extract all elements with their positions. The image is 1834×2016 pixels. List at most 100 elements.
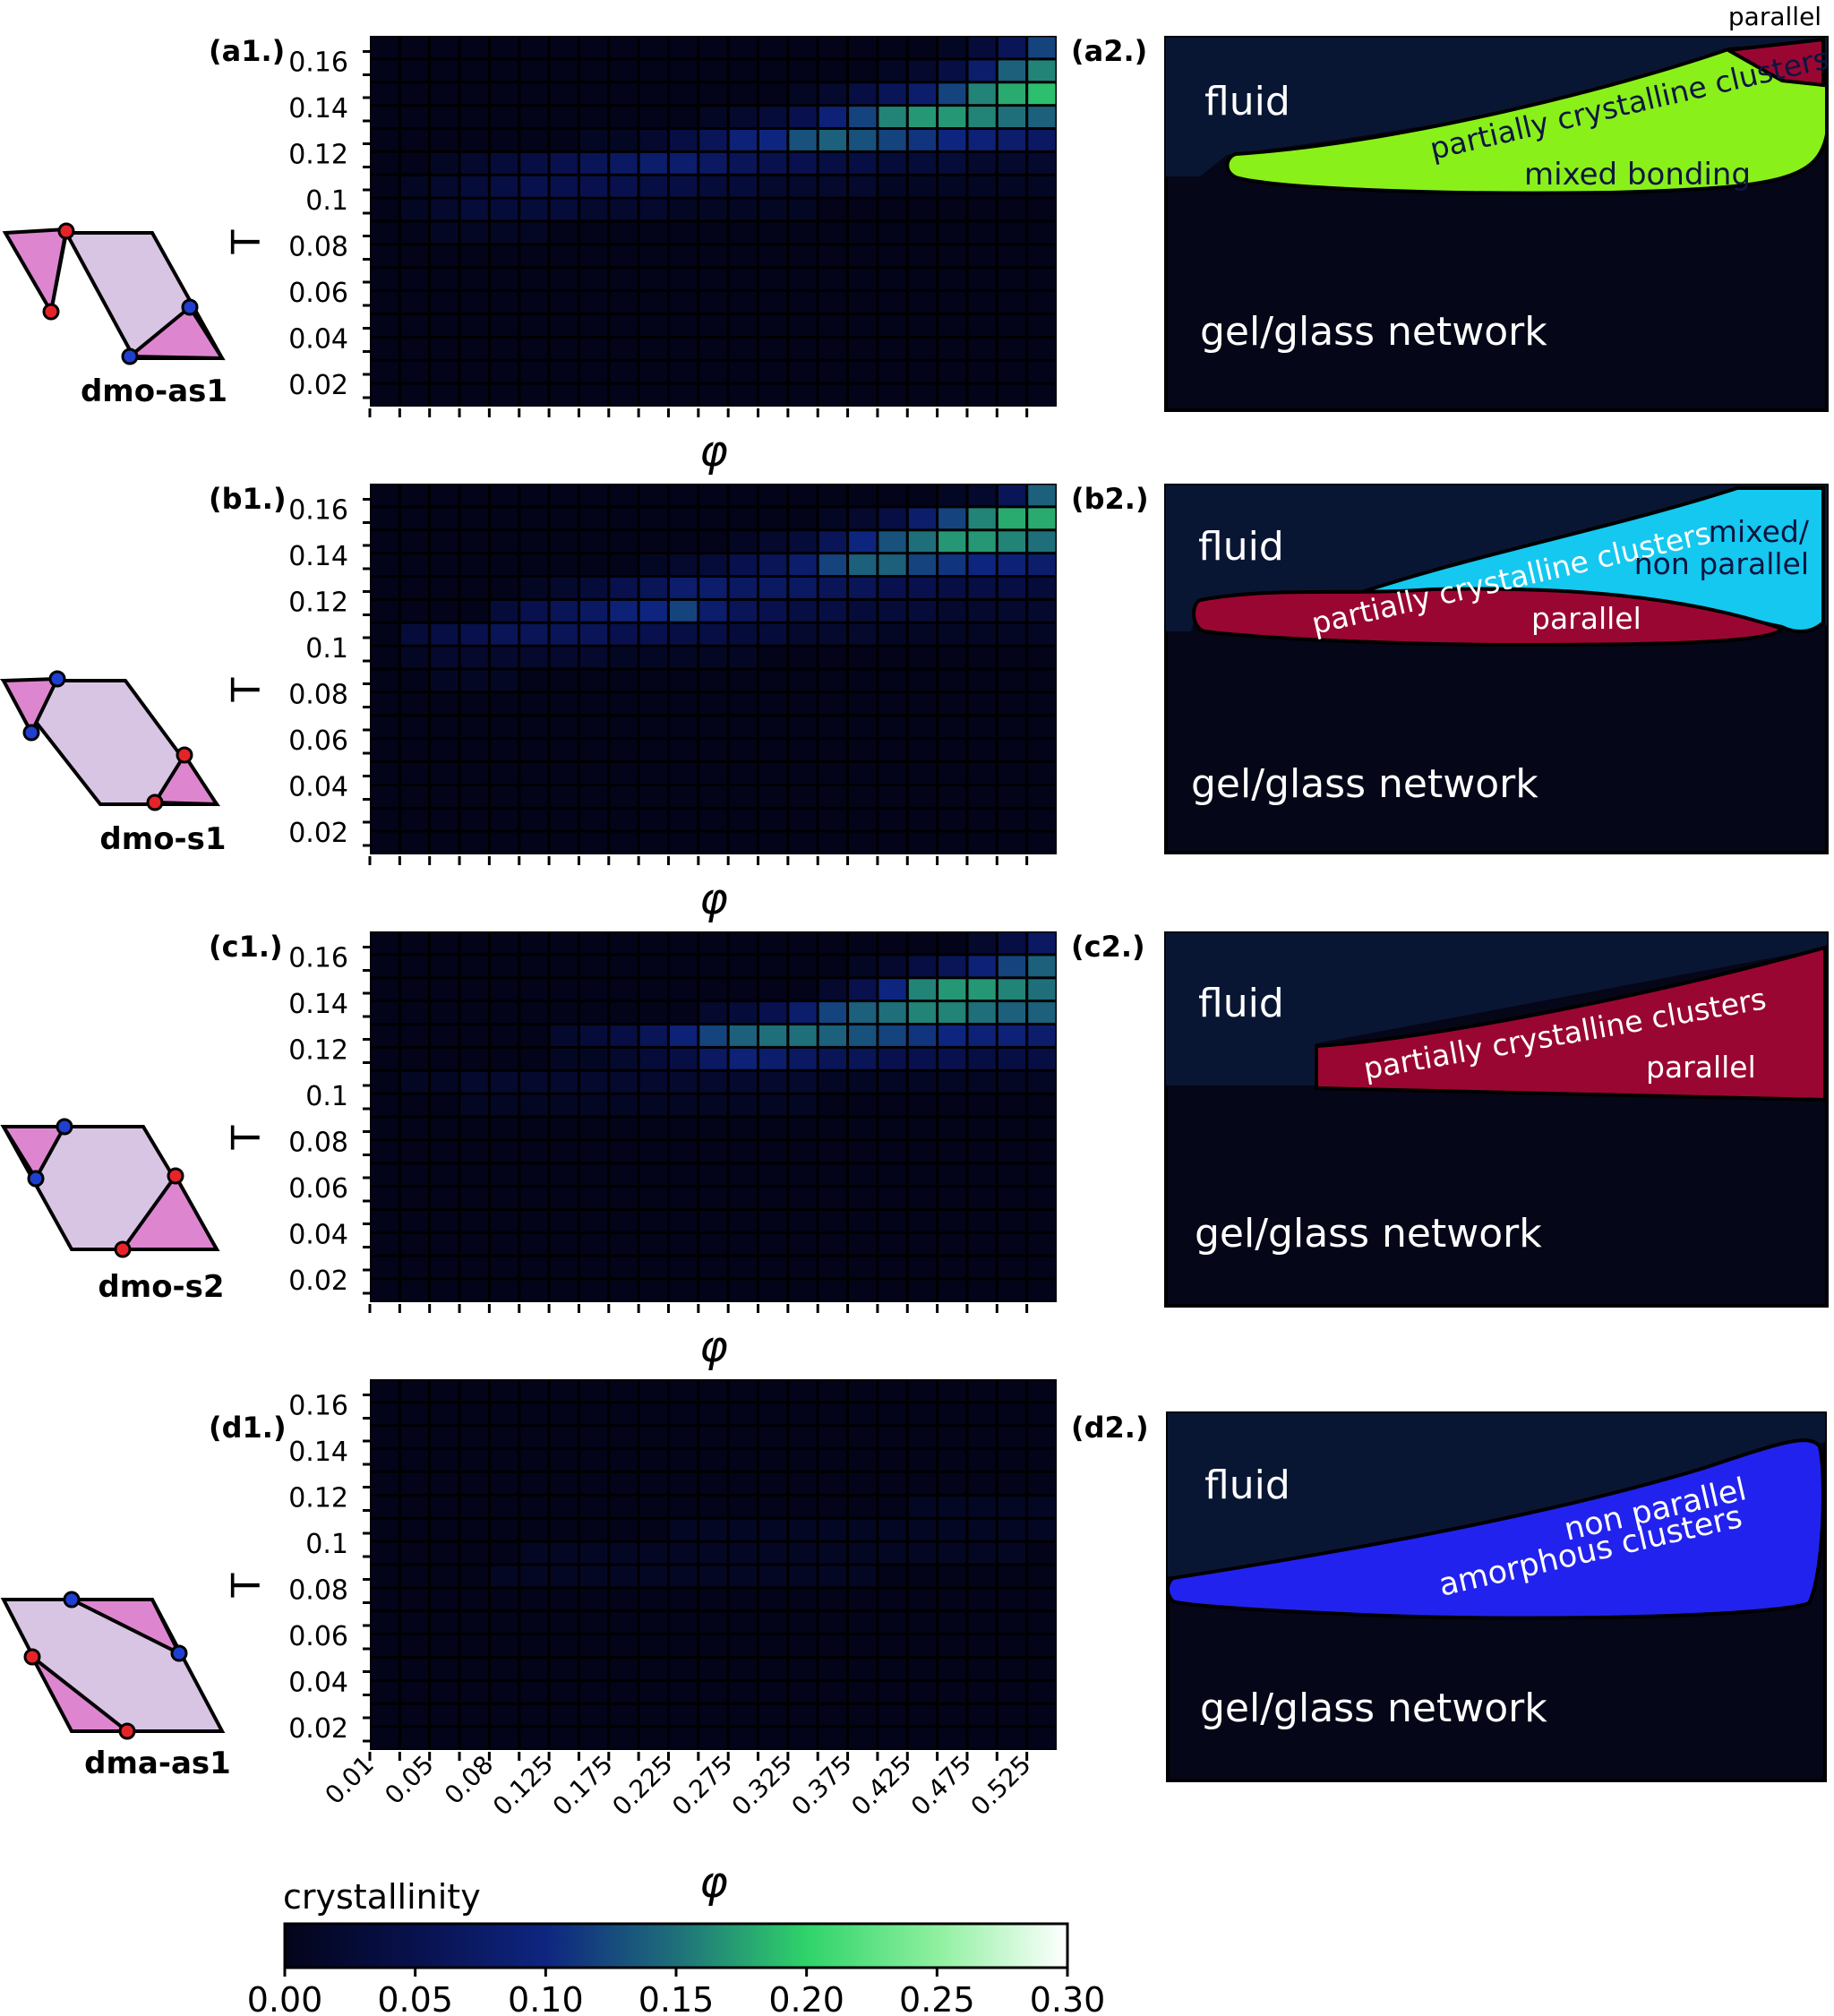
heatmap-cell	[818, 716, 846, 738]
heatmap-cell	[460, 83, 488, 105]
heatmap-cell	[460, 1188, 488, 1208]
heatmap-cell	[610, 1542, 638, 1564]
heatmap-cell	[431, 1659, 458, 1679]
heatmap-cell	[490, 485, 518, 506]
heatmap-cell	[431, 222, 458, 244]
heatmap-cell	[579, 485, 608, 506]
heatmap-cell	[938, 152, 966, 174]
heatmap-cell	[639, 384, 667, 406]
heatmap-cell	[431, 1728, 458, 1749]
heatmap-cell	[490, 763, 518, 784]
y-tick-label: 0.12	[288, 140, 348, 171]
heatmap-cell	[639, 716, 667, 738]
heatmap-cell	[938, 130, 966, 150]
heatmap-cell	[400, 222, 429, 244]
y-tick-label: 0.1	[305, 1529, 348, 1560]
heatmap-cell	[729, 1496, 757, 1517]
heatmap-cell	[400, 716, 429, 738]
heatmap-cell	[938, 1635, 966, 1656]
heatmap-cell	[610, 60, 638, 81]
heatmap-cell	[400, 1542, 429, 1564]
heatmap-cell	[639, 1681, 667, 1703]
heatmap-cell	[789, 83, 817, 105]
heatmap-cell	[938, 1164, 966, 1186]
heatmap-cell	[490, 384, 518, 406]
heatmap-cell	[490, 1025, 518, 1046]
heatmap-panel-label: (c1.)	[209, 930, 283, 964]
parallel-label: parallel	[1646, 1050, 1756, 1085]
heatmap-cell	[938, 269, 966, 290]
heatmap-cell	[908, 1473, 937, 1494]
heatmap-cell	[849, 1048, 877, 1069]
heatmap-cell	[431, 1566, 458, 1587]
heatmap-cell	[371, 600, 399, 622]
heatmap-cell	[699, 623, 727, 645]
heatmap-cell	[490, 1211, 518, 1231]
heatmap-cell	[610, 1141, 638, 1162]
heatmap-cell	[908, 37, 937, 58]
heatmap-cell	[729, 60, 757, 81]
heatmap-cell	[699, 1280, 727, 1301]
heatmap-cell	[610, 809, 638, 830]
heatmap-cell	[938, 979, 966, 1000]
heatmap-cell	[371, 956, 399, 977]
heatmap-cell	[759, 600, 787, 622]
heatmap-cell	[938, 956, 966, 977]
heatmap-cell	[849, 1427, 877, 1448]
heatmap-cell	[1028, 763, 1056, 784]
heatmap-cell	[490, 508, 518, 529]
heatmap-cell	[371, 531, 399, 553]
heatmap-cell	[610, 1704, 638, 1726]
heatmap-cell	[878, 130, 906, 150]
heatmap-cell	[849, 647, 877, 668]
heatmap-cell	[789, 1280, 817, 1301]
heatmap-panel-label: (d1.)	[209, 1411, 287, 1445]
x-tick-labels: 0.01 0.05 0.080.1250.1750.2250.2750.3250.3…	[320, 1750, 1037, 1822]
heatmap-cell	[431, 763, 458, 784]
heatmap-cell	[878, 1519, 906, 1540]
heatmap-cell	[490, 245, 518, 267]
fluid-label: fluid	[1204, 1463, 1290, 1508]
heatmap-cell	[968, 623, 996, 645]
heatmap-cell	[818, 292, 846, 313]
heatmap-cell	[520, 956, 548, 977]
heatmap-cell	[849, 1380, 877, 1402]
heatmap-cell	[639, 1542, 667, 1564]
heatmap-cell	[490, 1380, 518, 1402]
heatmap-cell	[759, 1659, 787, 1679]
heatmap-cell	[729, 83, 757, 105]
heatmap-cell	[908, 315, 937, 336]
heatmap-cell	[789, 269, 817, 290]
y-tick-label: 0.02	[288, 370, 348, 401]
heatmap-cell	[520, 932, 548, 954]
heatmap-cell	[639, 1427, 667, 1448]
heatmap-cell	[968, 600, 996, 622]
heatmap-cell	[610, 37, 638, 58]
heatmap-cell	[908, 1635, 937, 1656]
heatmap-cell	[729, 693, 757, 715]
heatmap-cell	[729, 1141, 757, 1162]
heatmap-cell	[849, 1002, 877, 1023]
heatmap-cell	[460, 1164, 488, 1186]
heatmap-cell	[878, 716, 906, 738]
heatmap-cell	[818, 1211, 846, 1231]
heatmap-cell	[998, 623, 1026, 645]
heatmap-cell	[579, 1141, 608, 1162]
heatmap-cell	[998, 1681, 1026, 1703]
y-tick-label: 0.1	[305, 633, 348, 665]
heatmap-cell	[729, 222, 757, 244]
heatmap-cell	[490, 199, 518, 220]
heatmap-cell	[908, 1589, 937, 1610]
heatmap-cell	[729, 176, 757, 197]
heatmap-cell	[520, 130, 548, 150]
heatmap-cell	[460, 199, 488, 220]
heatmap-cell	[759, 1728, 787, 1749]
heatmap-cell	[610, 1025, 638, 1046]
heatmap-cell	[849, 1566, 877, 1587]
y-tick-label: 0.1	[305, 185, 348, 217]
heatmap-cell	[400, 1427, 429, 1448]
heatmap-cell	[878, 222, 906, 244]
heatmap-cell	[1028, 384, 1056, 406]
heatmap-cell	[849, 485, 877, 506]
heatmap-cell	[908, 1118, 937, 1139]
